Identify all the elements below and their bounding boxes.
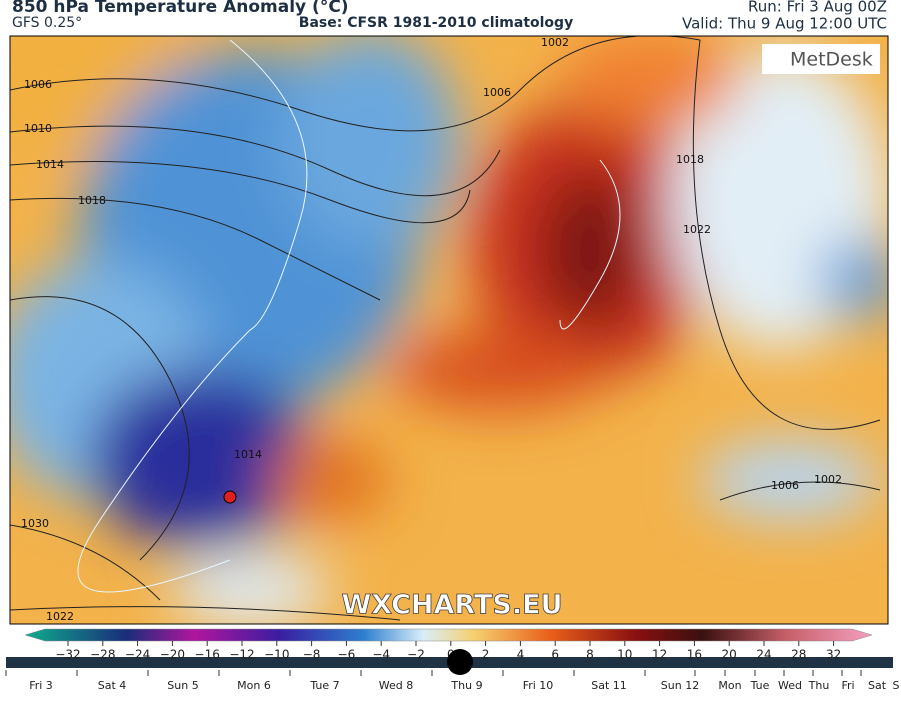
- watermark: WXCHARTS.EU: [341, 590, 562, 621]
- colorbar-label: −24: [125, 648, 150, 662]
- colorbar-label: −6: [338, 648, 356, 662]
- day-label[interactable]: Fri 3: [29, 679, 53, 692]
- isobar-label: 1006: [24, 78, 52, 91]
- logo-box: [762, 44, 880, 74]
- day-label[interactable]: Tue 7: [309, 679, 339, 692]
- isobar-label: 1002: [541, 36, 569, 49]
- colorbar-label: 24: [756, 648, 771, 662]
- day-label[interactable]: Thu: [808, 679, 830, 692]
- logo: MetDesk: [790, 49, 873, 71]
- colorbar-label: −10: [264, 648, 289, 662]
- colorbar-label: −28: [90, 648, 115, 662]
- colorbar-label: −16: [195, 648, 220, 662]
- timeline-days: Fri 3 Sat 4 Sun 5 Mon 6 Tue 7 Wed 8 Thu 9 Fri 1…: [5, 670, 900, 692]
- day-label[interactable]: Sun 5: [167, 679, 198, 692]
- colorbar-label: 28: [791, 648, 806, 662]
- colorbar-label: 16: [687, 648, 702, 662]
- day-label[interactable]: Mon: [718, 679, 741, 692]
- colorbar-label: 20: [722, 648, 737, 662]
- colorbar-label: −32: [55, 648, 80, 662]
- colorbar-label: −20: [160, 648, 185, 662]
- colorbar-label: 32: [826, 648, 841, 662]
- isobar-label: 1014: [36, 158, 64, 171]
- day-label[interactable]: Fri: [841, 679, 854, 692]
- day-label[interactable]: Sun 12: [661, 679, 699, 692]
- isobar-label: 1018: [78, 194, 106, 207]
- colorbar-label: −12: [229, 648, 254, 662]
- title: 850 hPa Temperature Anomaly (°C): [12, 0, 349, 17]
- base: Base: CFSR 1981-2010 climatology: [299, 15, 573, 31]
- timeline-knob[interactable]: [447, 649, 473, 675]
- colorbar-label: 12: [652, 648, 667, 662]
- run: Run: Fri 3 Aug 00Z: [748, 0, 887, 16]
- colorbar-label: 6: [551, 648, 559, 662]
- isobar-label: 1014: [234, 448, 262, 461]
- isobar-label: 1018: [676, 153, 704, 166]
- colorbar-label: 4: [517, 648, 525, 662]
- isobar-label: 1006: [771, 479, 799, 492]
- colorbar-label: 8: [586, 648, 594, 662]
- colorbar-label: 10: [617, 648, 632, 662]
- day-label[interactable]: Sat: [868, 679, 887, 692]
- day-label[interactable]: Thu 9: [450, 679, 482, 692]
- map: MetDesk WXCHARTS.EU 1006 1010 1014 1018 1030…: [10, 36, 888, 624]
- day-label[interactable]: Mon 6: [237, 679, 271, 692]
- day-label[interactable]: Sat 4: [98, 679, 127, 692]
- colorbar-labels: −32−28−24−20−16−12−10−8−6−4−202468101216…: [55, 641, 841, 662]
- isobar-labels: 1006 1010 1014 1018 1030 1022 1006 1002 1018 1022…: [21, 36, 842, 623]
- location-marker: [223, 490, 237, 504]
- model: GFS 0.25°: [12, 15, 82, 31]
- isobar-label: 1002: [814, 473, 842, 486]
- colorbar-label: 2: [482, 648, 490, 662]
- isobar-label: 1030: [21, 517, 49, 530]
- day-label[interactable]: Sat 11: [591, 679, 627, 692]
- colorbar: [24, 628, 873, 642]
- colorbar-label: −4: [372, 648, 390, 662]
- map-frame: [9, 35, 889, 625]
- day-label[interactable]: Wed: [778, 679, 802, 692]
- day-label[interactable]: Wed 8: [379, 679, 413, 692]
- isobar-label: 1006: [483, 86, 511, 99]
- day-label[interactable]: Fri 10: [523, 679, 554, 692]
- colorbar-label: −2: [407, 648, 425, 662]
- day-label[interactable]: S: [893, 679, 900, 692]
- colorbar-label: −8: [303, 648, 321, 662]
- isobar-label: 1022: [683, 223, 711, 236]
- day-label[interactable]: Tue: [750, 679, 770, 692]
- isobar-label: 1022: [46, 610, 74, 623]
- valid: Valid: Thu 9 Aug 12:00 UTC: [682, 15, 887, 33]
- isobar-label: 1010: [24, 122, 52, 135]
